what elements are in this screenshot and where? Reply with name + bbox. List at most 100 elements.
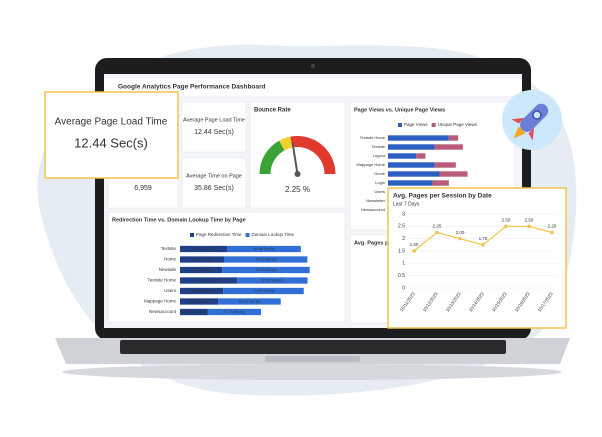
category-label: Newsaccount [149,309,177,314]
bar-segment [388,180,433,186]
value-label: 47.71 Sec(s) [223,310,245,314]
keyboard [120,340,506,354]
value-label: 2.50 [502,218,511,223]
kpi-label: Average Time on Page [186,173,242,179]
dashboard-title: Google Analytics Page Performance Dashbo… [118,84,266,91]
y-tick-label: 0 [402,285,405,291]
callout-value: 12.44 Sec(s) [74,135,148,150]
data-point [481,243,485,247]
legend-swatch [431,123,436,127]
value-label: 34.02 Sec(s) [188,300,210,304]
data-point [458,236,462,241]
legend-label: Unique Page Views [438,122,478,127]
card [181,157,247,209]
dashboard-header [104,78,522,96]
gauge-hub [294,171,301,177]
callouts: Average Page Load Time 12.44 Sec(s) Avg.… [44,90,567,329]
category-label: Textsite [371,144,385,149]
callout-label: Average Page Load Time [55,117,168,128]
data-point [504,224,508,229]
data-point [412,249,416,253]
kpi-label: Average Page Load Time [183,117,245,123]
gauge-needle [291,142,299,175]
bar-segment [237,277,308,284]
chart-title: Avg. Pages per Session by Date [393,193,492,200]
gauge-band [290,136,336,174]
bar-segment [439,171,468,177]
bar-segment [223,287,304,295]
bar-segment [180,277,238,284]
bar-segment [434,162,456,168]
bar-segment [224,256,308,263]
category-label: Mappage Home [357,162,386,167]
category-label: Textsite [161,246,177,251]
legend-swatch [398,123,402,127]
bar-segment [416,153,426,159]
gauge-band [279,136,293,151]
chart-title: Page Views vs. Unique Page Views [354,107,445,113]
laptop-shadow [62,364,562,380]
bar-segment [180,308,208,316]
bar-segment [388,153,417,159]
value-label: 37.61 Sec(s) [190,268,212,272]
bar-segment [388,135,449,141]
y-tick-label: 1.5 [398,248,405,254]
y-tick-label: 0.5 [398,273,405,279]
value-label: 2.00 [456,230,465,235]
y-tick-label: 1 [402,261,405,267]
category-label: Textsite Home [147,278,176,283]
bar-segment [180,256,225,263]
category-label: Newsletter [366,198,386,203]
chart-title: Redirection Time vs. Domain Lookup Time … [112,217,246,223]
legend-label: Domain Lookup Time [252,232,295,237]
kpi-callout [44,91,179,179]
bar-segment [388,162,435,168]
bar-segment [180,266,223,274]
data-point [527,224,531,229]
legend-swatch [190,233,194,237]
card [181,101,247,153]
value-label: 74.13 Sec(s) [255,258,277,262]
trackpad [265,356,360,362]
value-label: 71.87 Sec(s) [253,289,275,293]
value-label: 65.59 Sec(s) [253,247,275,251]
y-tick-label: 3 [402,211,405,217]
value-label: 1.50 [410,242,419,247]
value-label: 2.25 [433,224,442,229]
data-point [550,230,554,235]
category-label: Logout [373,153,386,158]
category-label: Textsite Home [360,135,386,140]
bar-segment [432,180,449,186]
value-label: 2.50 [525,218,534,223]
chart-title: Bounce Rate [254,108,291,114]
bar-segment [207,308,261,316]
value-label: 78.18 Sec(s) [255,268,277,272]
value-label: 51.09 Sec(s) [198,279,220,283]
kpi-value: 6,959 [134,185,152,192]
value-label: 39.61 Sec(s) [191,258,213,262]
category-label: Users [375,189,385,194]
category-label: Users [164,288,177,293]
data-point [435,230,439,235]
bar-segment [434,144,463,150]
category-label: Newsaccount [361,207,386,212]
chart-subtitle: Last 7 Days [393,201,420,207]
category-label: Login [375,180,385,185]
kpi-value: 12.44 Sec(s) [194,129,234,136]
bar-segment [180,287,224,295]
kpi-value: 35.86 Sec(s) [194,185,234,192]
legend-swatch [245,233,250,237]
bar-segment [180,245,228,253]
bar-segment [388,171,440,177]
legend-label: Page Redirection Time [196,232,242,237]
rocket-icon [511,103,549,141]
category-label: Newsale [159,267,177,272]
category-label: Mappage Home [144,299,177,304]
category-label: Home [164,257,177,262]
value-label: 55.91 Sec(s) [239,300,261,304]
y-tick-label: 2.5 [398,224,405,230]
value-label: 2.25 [548,224,557,229]
line-callout [387,187,567,329]
bar-segment [218,298,281,305]
